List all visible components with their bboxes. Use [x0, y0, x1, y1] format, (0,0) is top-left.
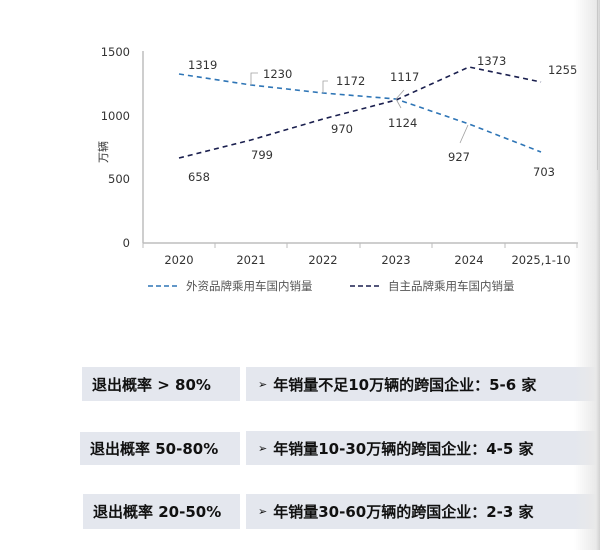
- y-tick-1500: 1500: [101, 45, 130, 59]
- right-edge-line: [597, 0, 598, 170]
- y-tick-0: 0: [123, 236, 130, 250]
- right-edge-shadow: [574, 0, 600, 550]
- legend-domestic-label: 自主品牌乘用车国内销量: [388, 279, 515, 293]
- series-domestic-line: [178, 66, 542, 159]
- exit-description-text: 年销量30-60万辆的跨国企业：2-3 家: [273, 503, 534, 521]
- x-tick-label: 2022: [308, 253, 337, 267]
- bullet-arrow-icon: ➢: [258, 441, 268, 455]
- x-tick-label: 2025,1-10: [511, 253, 570, 267]
- x-tick-label: 2024: [454, 253, 483, 267]
- exit-description: ➢ 年销量10-30万辆的跨国企业：4-5 家: [246, 431, 600, 465]
- exit-probability-label: 退出概率 20-50%: [83, 494, 240, 529]
- data-label-foreign: 1172: [336, 74, 365, 88]
- x-tick-label: 2020: [164, 253, 193, 267]
- bullet-arrow-icon: ➢: [258, 377, 268, 391]
- x-tick-label: 2021: [236, 253, 265, 267]
- exit-description: ➢ 年销量30-60万辆的跨国企业：2-3 家: [246, 494, 600, 529]
- legend: 外资品牌乘用车国内销量 自主品牌乘用车国内销量: [148, 279, 515, 293]
- data-label-foreign: 703: [533, 165, 555, 179]
- data-label-foreign: 1319: [188, 58, 217, 72]
- data-label-domestic: 970: [331, 122, 353, 136]
- exit-probability-label: 退出概率 > 80%: [82, 367, 240, 401]
- exit-probability-label: 退出概率 50-80%: [80, 432, 240, 465]
- series-foreign-line: [178, 73, 542, 153]
- data-label-foreign: 1230: [263, 67, 292, 81]
- x-tick-label: 2023: [381, 253, 410, 267]
- exit-description: ➢ 年销量不足10万辆的跨国企业：5-6 家: [246, 367, 600, 401]
- data-label-domestic: 799: [251, 148, 273, 162]
- data-label-foreign: 1124: [388, 116, 417, 130]
- label-leader-lines: [250, 72, 469, 144]
- data-label-domestic: 658: [188, 170, 210, 184]
- y-tick-1000: 1000: [101, 109, 130, 123]
- legend-foreign-label: 外资品牌乘用车国内销量: [186, 279, 313, 293]
- y-axis-label: 万辆: [96, 141, 110, 163]
- data-label-domestic: 1255: [548, 63, 577, 77]
- exit-description-text: 年销量不足10万辆的跨国企业：5-6 家: [273, 375, 537, 394]
- data-label-domestic: 1117: [390, 70, 419, 84]
- y-tick-500: 500: [108, 172, 130, 186]
- sales-line-chart: 1500 1000 500 0 万辆 2020 2021 2022 2023 2…: [96, 45, 578, 293]
- data-label-domestic: 1373: [477, 54, 506, 68]
- bullet-arrow-icon: ➢: [258, 505, 268, 518]
- exit-description-text: 年销量10-30万辆的跨国企业：4-5 家: [273, 439, 534, 458]
- data-label-foreign: 927: [448, 150, 470, 164]
